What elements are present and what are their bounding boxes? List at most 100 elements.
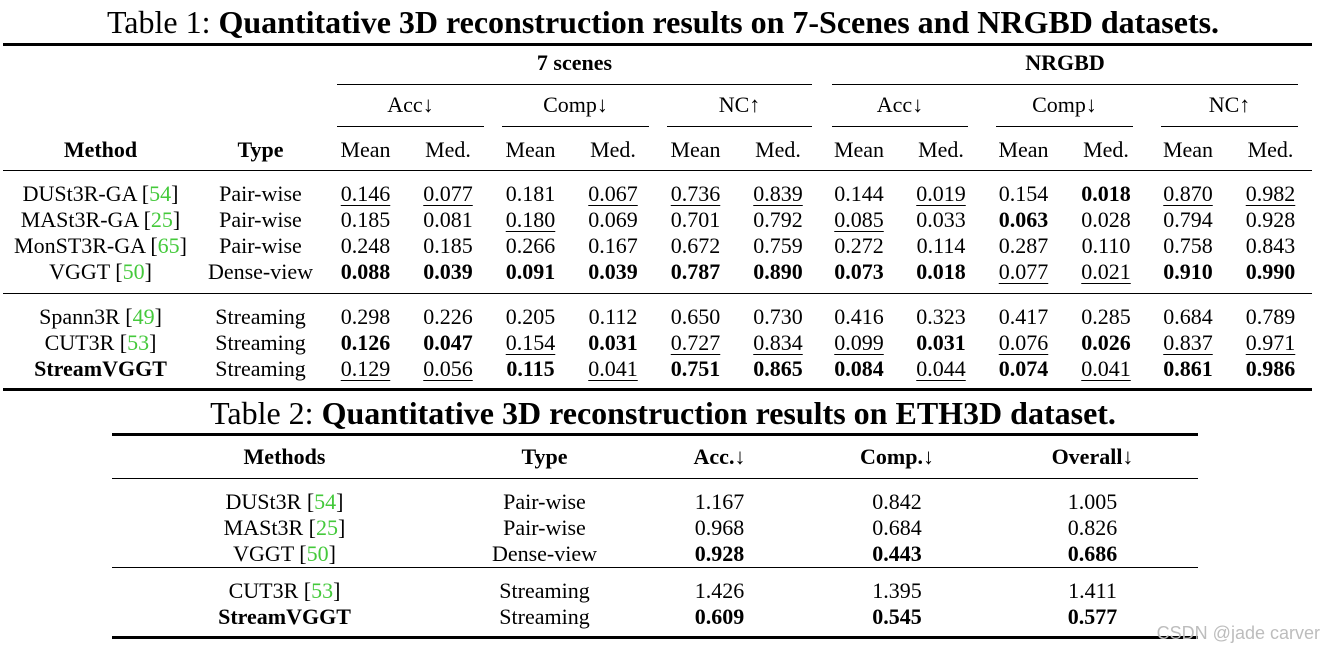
table1-header-metrics: Acc↓ Comp↓ NC↑ Acc↓ Comp↓ NC↑ — [3, 88, 1312, 130]
value-cell: 0.144 — [818, 171, 900, 208]
value-cell: 0.091 — [488, 259, 573, 294]
citation-link[interactable]: 53 — [127, 330, 150, 355]
table2-row: DUSt3R [54] Pair-wise 1.167 0.842 1.005 — [112, 479, 1198, 516]
citation-link[interactable]: 50 — [122, 259, 145, 284]
citation-link[interactable]: 54 — [314, 489, 337, 514]
citation-link[interactable]: 54 — [149, 181, 172, 206]
metric-nc-nrgbd: NC↑ — [1161, 92, 1299, 127]
method-cell: VGGT [50] — [3, 259, 198, 294]
value-cell: 0.167 — [573, 233, 653, 259]
value-cell: 0.323 — [900, 294, 982, 331]
citation[interactable]: [25] — [138, 207, 181, 232]
type-cell: Streaming — [457, 567, 632, 604]
value: 0.044 — [916, 356, 966, 381]
value-cell: 0.026 — [1065, 330, 1147, 356]
table2-caption-title: Quantitative 3D reconstruction results o… — [321, 395, 1116, 431]
table2-caption-prefix: Table 2: — [210, 395, 314, 431]
value: 0.928 — [1245, 207, 1296, 232]
value-cell: 0.834 — [738, 330, 818, 356]
citation-link[interactable]: 53 — [311, 578, 334, 603]
table1-body: DUSt3R-GA [54] Pair-wise 0.146 0.077 0.181 0.… — [3, 171, 1313, 391]
value-cell: 0.266 — [488, 233, 573, 259]
value: 0.077 — [998, 259, 1049, 284]
watermark: CSDN @jade carver — [1156, 623, 1320, 643]
value-cell: 0.112 — [573, 294, 653, 331]
value-cell: 0.088 — [323, 259, 408, 294]
citation-link[interactable]: 65 — [157, 233, 180, 258]
citation-link[interactable]: 25 — [315, 515, 338, 540]
value-cell: 1.167 — [694, 489, 745, 514]
value-cell: 0.861 — [1147, 356, 1229, 391]
value-cell: 0.736 — [653, 171, 738, 208]
stat-mean: Mean — [1147, 130, 1229, 171]
type-cell: Streaming — [198, 356, 323, 391]
value-cell: 0.056 — [408, 356, 488, 391]
value-cell: 0.910 — [1147, 259, 1229, 294]
value: 0.091 — [505, 259, 556, 284]
value-cell: 0.031 — [900, 330, 982, 356]
value-cell: 0.787 — [653, 259, 738, 294]
value-cell: 1.411 — [987, 567, 1198, 604]
value-cell: 0.826 — [1067, 515, 1118, 540]
table1-row: StreamVGGT Streaming 0.129 0.056 0.115 0.041 0… — [3, 356, 1313, 391]
value: 0.084 — [834, 356, 884, 381]
value: 0.076 — [998, 330, 1049, 355]
group-7scenes: 7 scenes — [337, 50, 812, 85]
value: 0.727 — [670, 330, 721, 355]
method-name: CUT3R — [44, 330, 115, 355]
stat-med: Med. — [1065, 130, 1147, 171]
value: 0.266 — [505, 233, 556, 258]
stat-mean: Mean — [323, 130, 408, 171]
citation[interactable]: [53] — [298, 578, 341, 603]
value: 0.248 — [340, 233, 391, 258]
table2-row: MASt3R [25] Pair-wise 0.968 0.684 0.826 — [112, 515, 1198, 541]
value-cell: 0.577 — [987, 604, 1198, 639]
value-cell: 0.545 — [807, 604, 987, 639]
value-cell: 0.609 — [632, 604, 807, 639]
value: 0.039 — [588, 259, 638, 284]
value: 0.167 — [588, 233, 638, 258]
value: 0.114 — [916, 233, 966, 258]
value: 0.789 — [1245, 304, 1296, 329]
value-cell: 0.074 — [982, 356, 1065, 391]
method-name: VGGT — [49, 259, 110, 284]
method-name: VGGT — [233, 541, 294, 566]
citation[interactable]: [50] — [293, 541, 336, 566]
value-cell: 1.005 — [1067, 489, 1118, 514]
citation-link[interactable]: 25 — [150, 207, 173, 232]
value-cell: 0.018 — [900, 259, 982, 294]
value: 0.028 — [1081, 207, 1131, 232]
citation[interactable]: [54] — [136, 181, 179, 206]
citation[interactable]: [50] — [109, 259, 152, 284]
col-type-header: Type — [457, 433, 632, 479]
value: 0.416 — [834, 304, 884, 329]
col-type-header: Type — [198, 130, 323, 171]
value: 0.154 — [998, 181, 1049, 206]
citation[interactable]: [54] — [301, 489, 344, 514]
value: 0.047 — [423, 330, 473, 355]
citation[interactable]: [53] — [114, 330, 157, 355]
col-acc-header: Acc.↓ — [632, 433, 807, 479]
table1: 7 scenes NRGBD Acc↓ Comp↓ NC↑ Acc↓ Comp↓… — [3, 43, 1313, 391]
citation[interactable]: [25] — [303, 515, 346, 540]
col-method-header: Method — [3, 130, 198, 171]
table1-row: MonST3R-GA [65] Pair-wise 0.248 0.185 0.266 0… — [3, 233, 1312, 259]
value: 0.099 — [834, 330, 884, 355]
type-cell: Streaming — [457, 604, 632, 639]
citation-link[interactable]: 49 — [132, 304, 155, 329]
citation-link[interactable]: 50 — [306, 541, 329, 566]
value: 0.890 — [753, 259, 803, 284]
value: 0.736 — [670, 181, 721, 206]
method-cell: Spann3R [49] — [3, 294, 198, 331]
citation[interactable]: [49] — [119, 304, 162, 329]
value-cell: 0.126 — [323, 330, 408, 356]
table1-caption-title: Quantitative 3D reconstruction results o… — [218, 4, 1220, 40]
value: 0.021 — [1081, 259, 1131, 284]
value-cell: 0.285 — [1065, 294, 1147, 331]
value-cell: 0.028 — [1065, 207, 1147, 233]
citation[interactable]: [65] — [144, 233, 187, 258]
stat-mean: Mean — [653, 130, 738, 171]
value-cell: 0.865 — [738, 356, 818, 391]
value: 0.115 — [506, 356, 555, 381]
